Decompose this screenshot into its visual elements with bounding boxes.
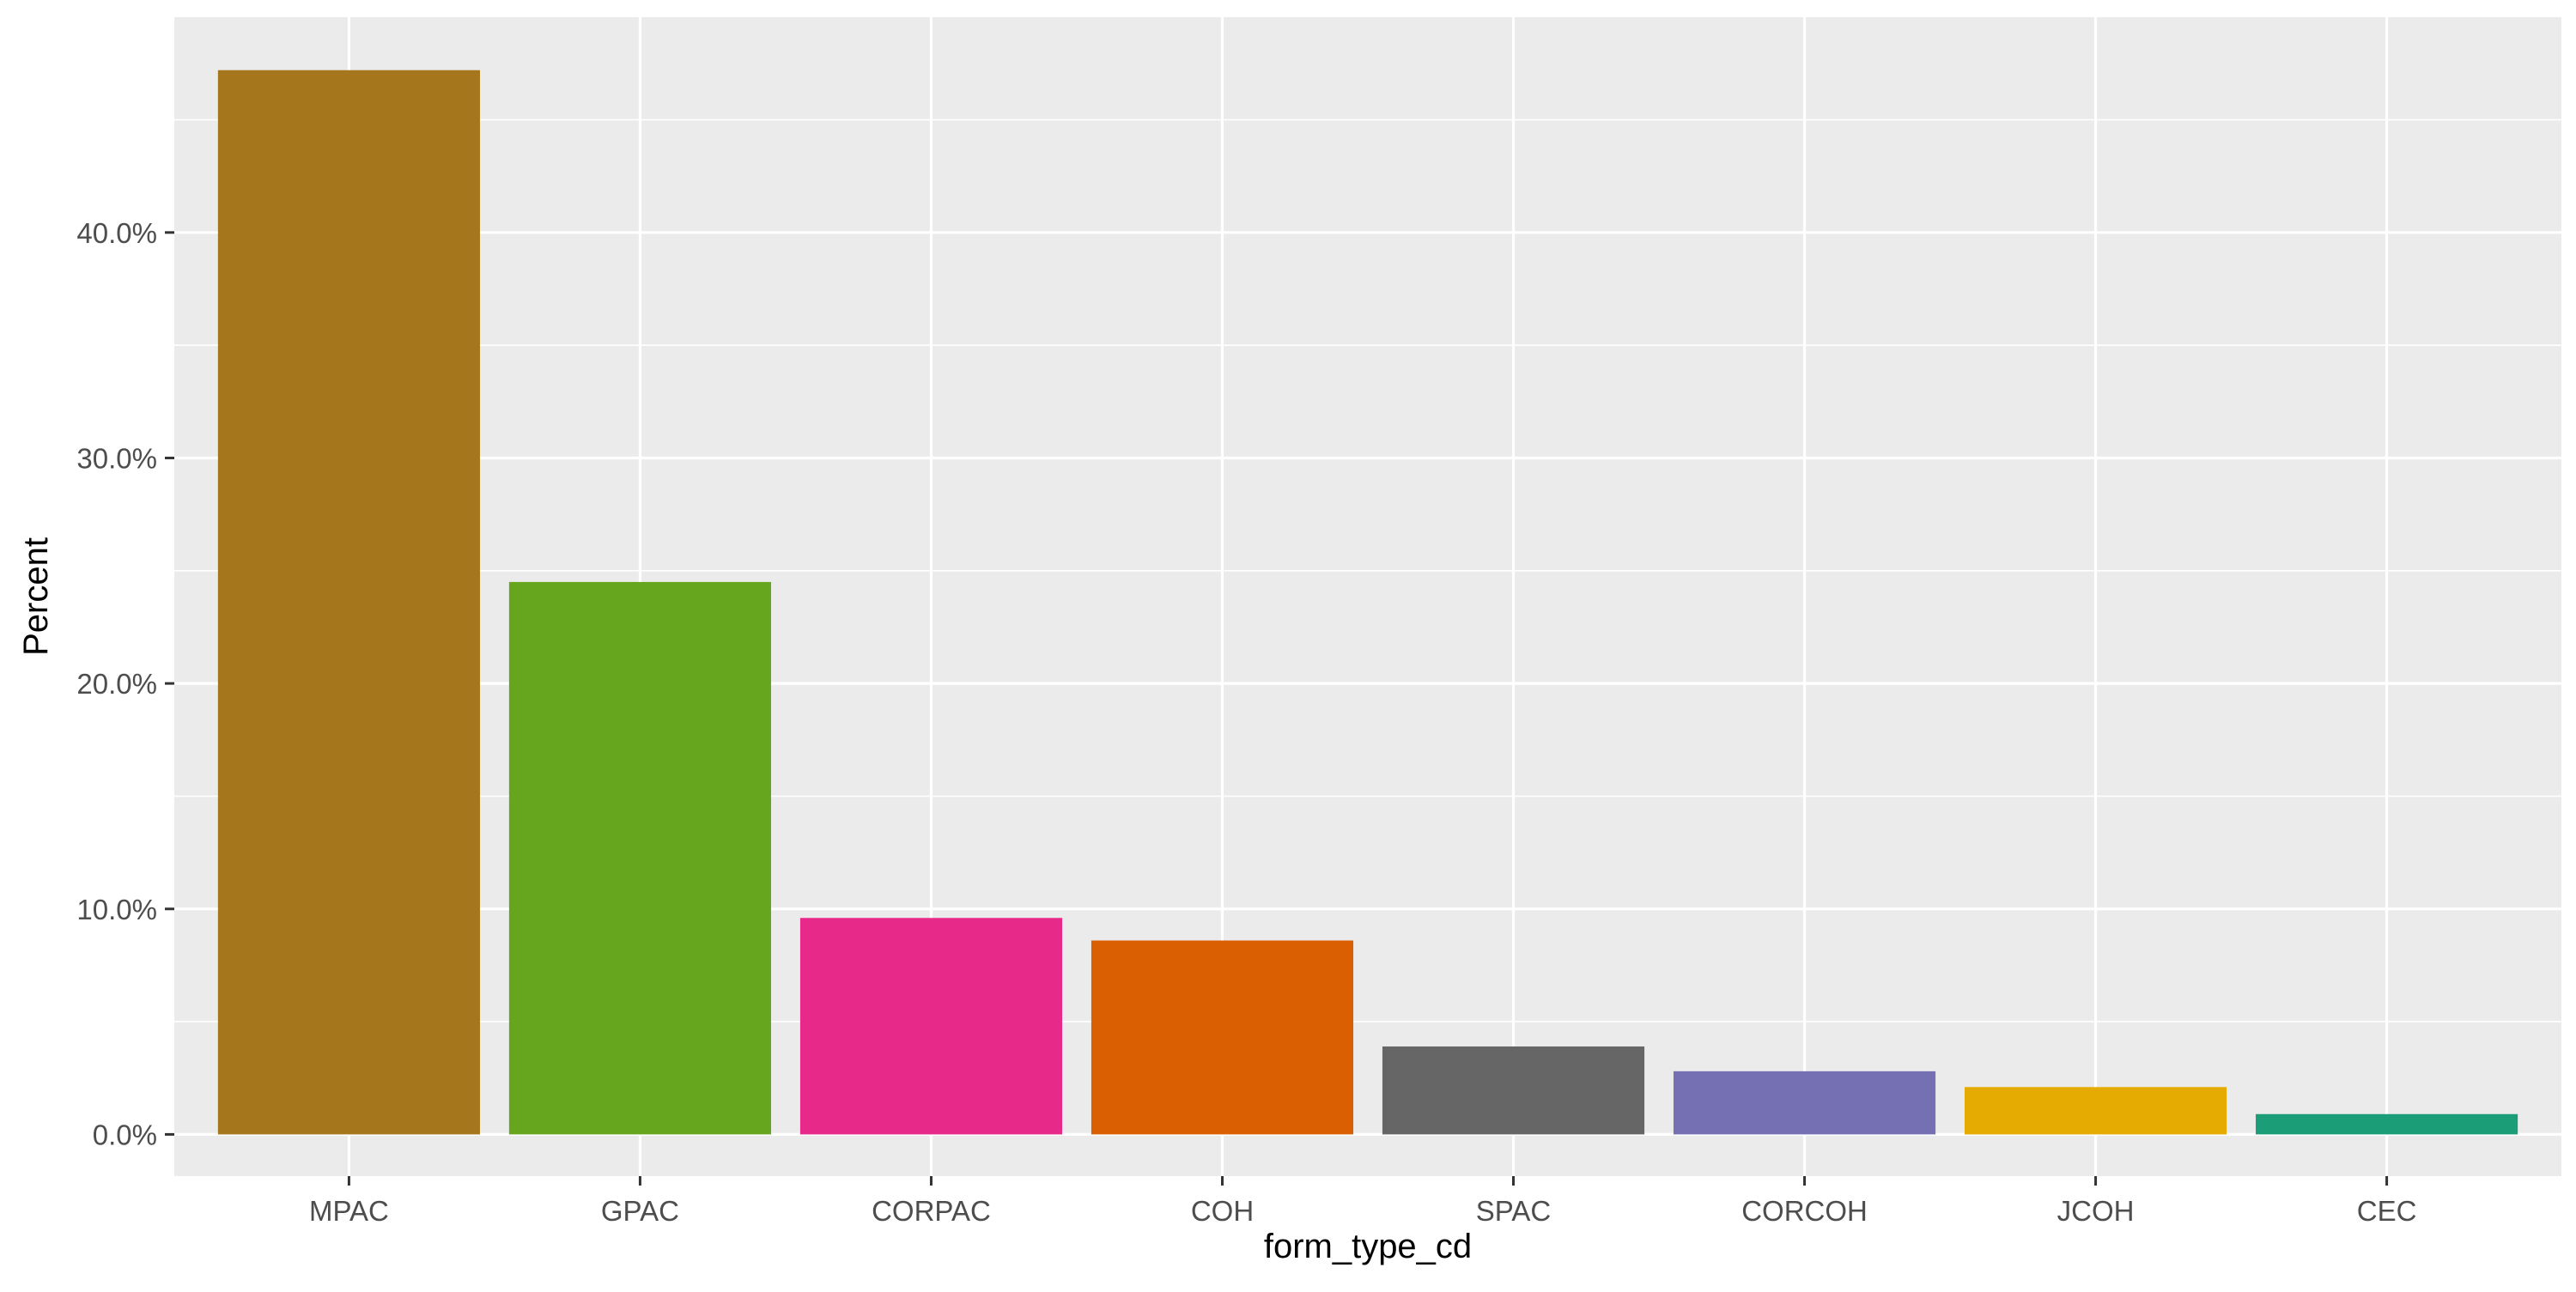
x-tick-label: GPAC — [601, 1195, 679, 1227]
bar-cec — [2256, 1113, 2518, 1135]
x-tick-label: COH — [1191, 1195, 1254, 1227]
y-axis: 0.0% 10.0% 20.0% 30.0% 40.0% — [76, 217, 174, 1150]
x-axis-title: form_type_cd — [1264, 1228, 1472, 1265]
x-tick-label: CORCOH — [1741, 1195, 1868, 1227]
bar-corcoh — [1673, 1071, 1936, 1135]
x-tick-label: CEC — [2357, 1195, 2417, 1227]
bar-corpac — [799, 918, 1063, 1135]
x-tick-label: CORPAC — [872, 1195, 991, 1227]
y-tick-label: 30.0% — [76, 442, 157, 474]
x-tick-label: SPAC — [1476, 1195, 1551, 1227]
x-tick-label: JCOH — [2057, 1195, 2135, 1227]
y-tick-label: 10.0% — [76, 894, 157, 925]
bar-spac — [1382, 1046, 1645, 1135]
bars — [217, 70, 2518, 1135]
y-tick-label: 40.0% — [76, 217, 157, 249]
bar-jcoh — [1965, 1087, 2227, 1135]
y-axis-title: Percent — [17, 537, 55, 656]
y-tick-label: 20.0% — [76, 668, 157, 700]
bar-gpac — [508, 581, 771, 1135]
y-tick-label: 0.0% — [93, 1119, 157, 1150]
bar-coh — [1091, 940, 1354, 1135]
bar-mpac — [217, 70, 480, 1135]
x-tick-label: MPAC — [309, 1195, 389, 1227]
x-axis: MPAC GPAC CORPAC COH SPAC CORCOH JCOH CEC — [309, 1176, 2416, 1227]
